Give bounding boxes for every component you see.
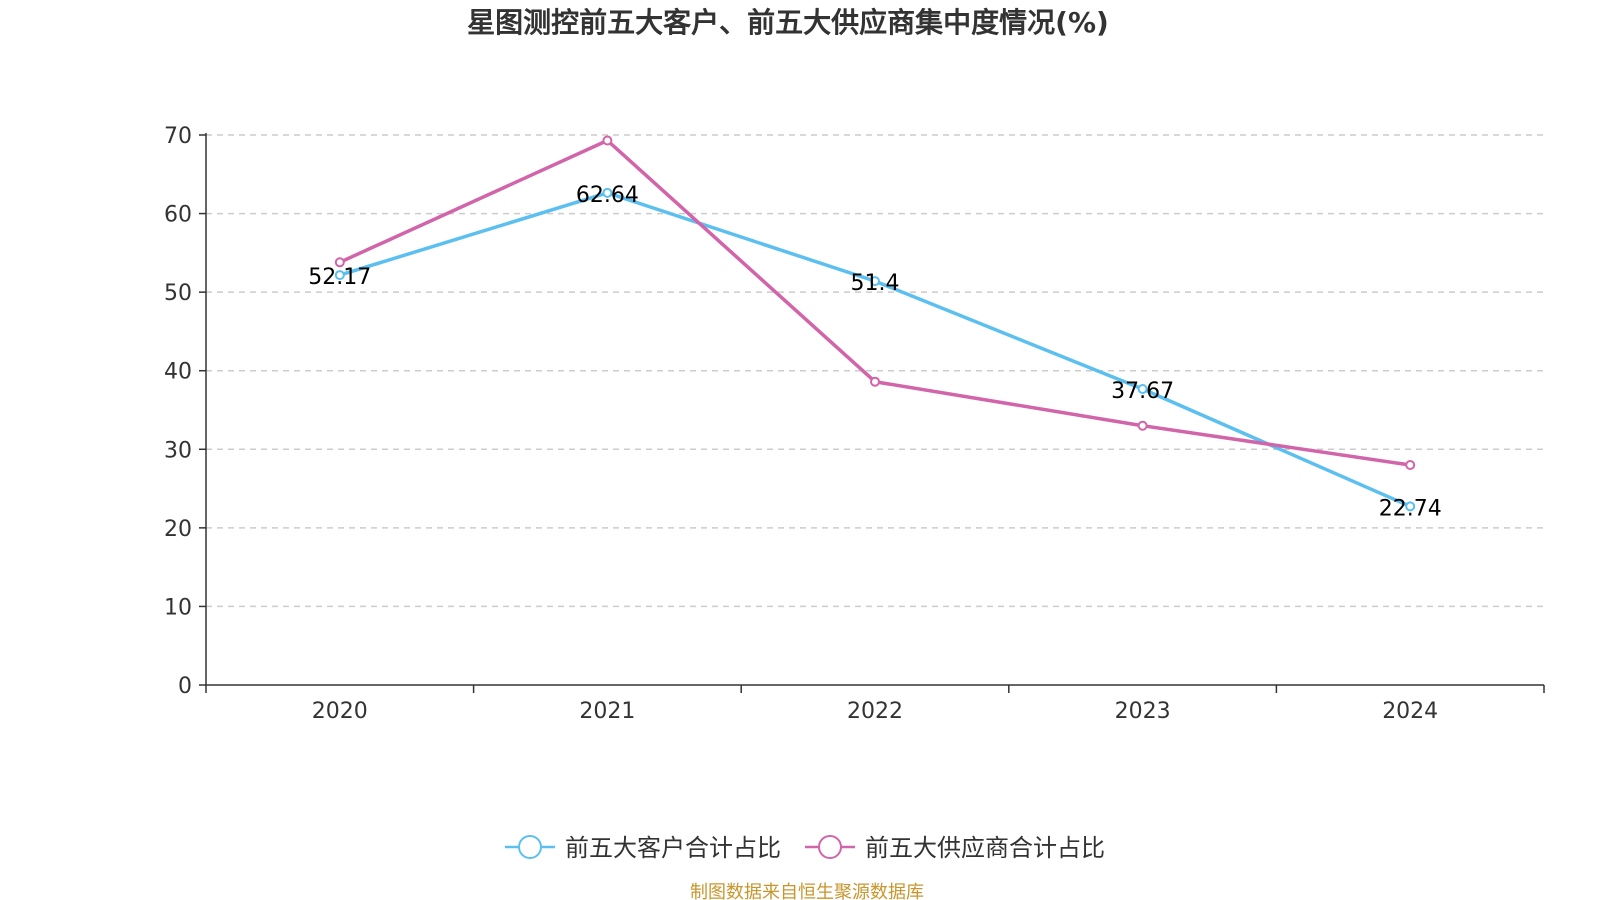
grid-lines	[206, 134, 1544, 608]
x-tick-label: 2022	[847, 699, 903, 724]
data-point[interactable]	[602, 135, 613, 146]
data-point[interactable]	[602, 187, 613, 198]
data-label: 52.17	[308, 265, 371, 290]
series-line-0	[339, 191, 1411, 508]
x-tick-label: 2020	[312, 699, 368, 724]
y-tick-label: 50	[164, 281, 192, 306]
y-tick-label: 60	[164, 203, 192, 228]
data-point[interactable]	[334, 257, 345, 268]
legend-item-0[interactable]: 前五大客户合计占比	[505, 834, 781, 862]
data-label: 51.4	[851, 271, 900, 296]
data-label: 37.67	[1111, 379, 1174, 404]
x-tick-label: 2021	[579, 699, 635, 724]
series-layer	[334, 135, 1416, 512]
data-point[interactable]	[1137, 384, 1148, 395]
y-tick-label: 0	[178, 674, 192, 699]
y-tick-label: 70	[164, 124, 192, 149]
data-labels: 52.17 62.64 51.4 37.67 22.74	[308, 183, 1442, 521]
y-tick-label: 20	[164, 517, 192, 542]
legend-marker	[818, 835, 842, 859]
data-label: 62.64	[576, 183, 639, 208]
legend[interactable]: 前五大客户合计占比 前五大供应商合计占比	[505, 834, 1105, 862]
legend-label: 前五大供应商合计占比	[865, 834, 1105, 862]
data-point[interactable]	[1405, 501, 1416, 512]
data-point[interactable]	[1405, 460, 1416, 470]
legend-item-1[interactable]: 前五大供应商合计占比	[805, 834, 1105, 862]
chart-title: 星图测控前五大客户、前五大供应商集中度情况(%)	[467, 6, 1109, 39]
data-label: 22.74	[1379, 496, 1442, 521]
axes: 0 10 20 30 40 50 60 70 2020 2021 2022 2023 2024	[164, 124, 1545, 724]
data-point[interactable]	[1137, 420, 1148, 431]
data-point[interactable]	[870, 276, 880, 287]
data-point[interactable]	[870, 376, 880, 387]
x-tick-label: 2024	[1382, 699, 1438, 724]
y-tick-label: 40	[164, 360, 192, 385]
y-tick-label: 30	[164, 438, 192, 463]
series-line-1	[339, 138, 1411, 467]
data-point[interactable]	[334, 270, 345, 281]
legend-label: 前五大客户合计占比	[565, 834, 781, 862]
x-tick-label: 2023	[1115, 699, 1171, 724]
source-note: 制图数据来自恒生聚源数据库	[690, 882, 924, 900]
legend-marker	[518, 835, 542, 859]
y-tick-label: 10	[164, 595, 192, 620]
